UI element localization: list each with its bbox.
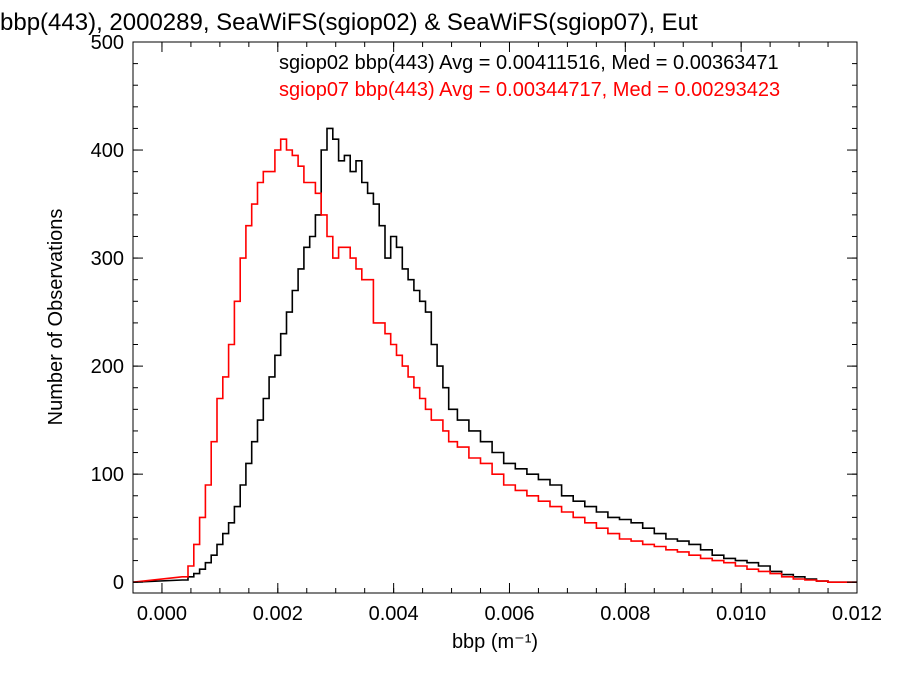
series-line-sgiop07 <box>132 138 857 583</box>
plot-area <box>132 127 857 583</box>
x-tick-label: 0.008 <box>600 603 650 625</box>
y-tick-label: 100 <box>91 464 124 486</box>
y-tick-label: 400 <box>91 140 124 162</box>
x-tick-label: 0.002 <box>253 603 303 625</box>
series-line-sgiop02 <box>132 127 857 583</box>
legend-entry-sgiop02: sgiop02 bbp(443) Avg = 0.00411516, Med =… <box>279 52 779 74</box>
y-axis-label: Number of Observations <box>45 209 67 426</box>
y-tick-label: 200 <box>91 356 124 378</box>
x-tick-label: 0.004 <box>369 603 419 625</box>
x-tick-label: 0.012 <box>832 603 882 625</box>
x-tick-label: 0.000 <box>137 603 187 625</box>
y-tick-label: 300 <box>91 248 124 270</box>
x-tick-label: 0.010 <box>716 603 766 625</box>
plot-frame <box>132 41 858 594</box>
y-tick-label: 500 <box>91 32 124 54</box>
x-tick-label: 0.006 <box>484 603 534 625</box>
x-axis: 0.000 0.002 0.004 0.006 0.008 0.010 0.012 <box>132 42 882 625</box>
x-axis-label: bbp (m⁻¹) <box>452 631 538 653</box>
legend-entry-sgiop07: sgiop07 bbp(443) Avg = 0.00344717, Med =… <box>279 79 780 101</box>
chart-title: bbp(443), 2000289, SeaWiFS(sgiop02) & Se… <box>0 9 698 36</box>
y-axis: 0 100 200 300 400 500 <box>91 32 857 594</box>
y-tick-label: 0 <box>113 572 124 594</box>
